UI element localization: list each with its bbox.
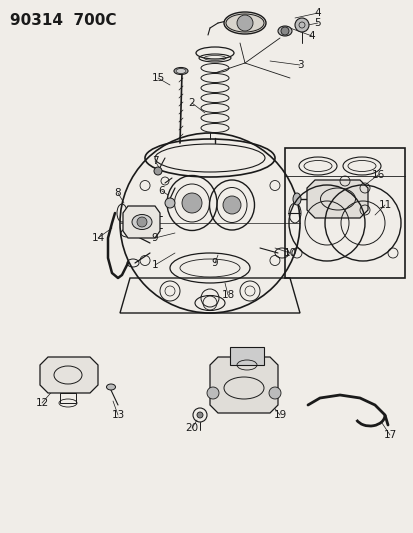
Bar [230,347,263,365]
Circle shape [268,387,280,399]
Circle shape [182,193,202,213]
Circle shape [206,387,218,399]
Circle shape [294,18,308,32]
Circle shape [280,27,288,35]
Text: 5: 5 [314,18,320,28]
Ellipse shape [106,384,115,390]
Polygon shape [123,206,159,238]
Circle shape [165,198,175,208]
Ellipse shape [132,214,152,230]
Circle shape [154,167,161,175]
Polygon shape [306,180,367,218]
Ellipse shape [292,193,300,205]
Text: 13: 13 [111,410,124,420]
Text: 15: 15 [151,73,164,83]
Ellipse shape [277,26,291,36]
Ellipse shape [173,68,188,75]
Text: 12: 12 [35,398,48,408]
Text: 4: 4 [314,8,320,18]
Text: 20: 20 [185,423,198,433]
Circle shape [137,217,147,227]
Text: 14: 14 [91,233,104,243]
Circle shape [236,15,252,31]
Text: 7: 7 [151,156,158,166]
Text: 3: 3 [296,60,303,70]
Polygon shape [209,357,277,413]
Text: 16: 16 [370,170,384,180]
Ellipse shape [223,12,266,34]
Text: 90314  700C: 90314 700C [10,13,116,28]
Text: 4: 4 [308,31,315,41]
Polygon shape [40,357,98,393]
Text: 9: 9 [211,258,218,268]
Text: 8: 8 [114,188,121,198]
Text: 17: 17 [382,430,396,440]
Text: 2: 2 [188,98,195,108]
Bar [284,148,404,278]
Text: 19: 19 [273,410,286,420]
Circle shape [223,196,240,214]
Circle shape [197,412,202,418]
Text: 9: 9 [151,233,158,243]
Text: 10: 10 [283,248,296,258]
Text: 1: 1 [151,260,158,270]
Text: 18: 18 [221,290,234,300]
Text: 11: 11 [377,200,391,210]
Text: 6: 6 [158,186,165,196]
